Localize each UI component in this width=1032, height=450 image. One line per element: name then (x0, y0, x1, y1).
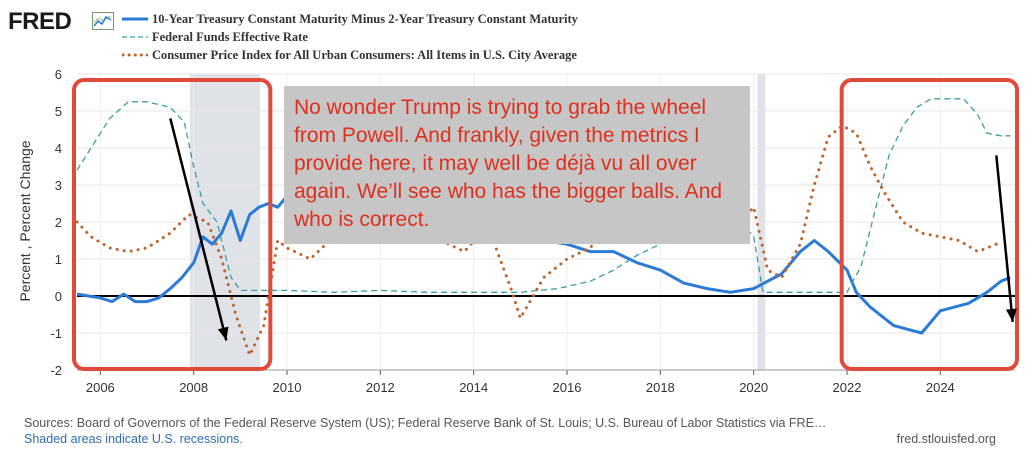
highlight-box (839, 78, 1020, 371)
x-tick-label: 2006 (86, 380, 115, 395)
arrow-shaft (995, 155, 1014, 323)
arrow-shaft (169, 118, 228, 341)
x-tick-label: 2014 (459, 380, 488, 395)
arrow-head (1005, 308, 1017, 322)
x-tick-label: 2022 (833, 380, 862, 395)
legend-label: Federal Funds Effective Rate (152, 30, 308, 44)
y-tick-label: 3 (55, 178, 62, 193)
x-tick-label: 2020 (739, 380, 768, 395)
legend-swatch-solid (122, 17, 148, 21)
chart-legend: 10-Year Treasury Constant Maturity Minus… (122, 10, 578, 64)
line-chart-icon (92, 12, 114, 30)
y-tick-label: 5 (55, 104, 62, 119)
annotation-textbox: No wonder Trump is trying to grab the wh… (284, 86, 750, 244)
highlight-box (72, 78, 273, 371)
fred-logo: FRED (8, 8, 72, 35)
sources-note: Sources: Board of Governors of the Feder… (24, 416, 827, 430)
arrow-head (217, 326, 229, 341)
y-tick-label: 4 (55, 141, 62, 156)
series-cpi (75, 124, 998, 360)
x-tick-label: 2016 (553, 380, 582, 395)
x-tick-label: 2008 (179, 380, 208, 395)
y-tick-label: 6 (55, 67, 62, 82)
legend-label: 10-Year Treasury Constant Maturity Minus… (152, 12, 578, 26)
legend-swatch-dotted (122, 53, 148, 57)
source-url[interactable]: fred.stlouisfed.org (896, 432, 996, 446)
x-tick-label: 2024 (926, 380, 955, 395)
x-tick-label: 2010 (273, 380, 302, 395)
legend-item-cpi[interactable]: Consumer Price Index for All Urban Consu… (122, 46, 578, 64)
y-tick-label: 0 (55, 289, 62, 304)
recession-note[interactable]: Shaded areas indicate U.S. recessions. (24, 432, 243, 446)
x-tick-label: 2012 (366, 380, 395, 395)
y-tick-label: 1 (55, 252, 62, 267)
x-tick-label: 2018 (646, 380, 675, 395)
legend-item-spread[interactable]: 10-Year Treasury Constant Maturity Minus… (122, 10, 578, 28)
y-axis-label: Percent , Percent Change (17, 140, 33, 301)
y-tick-label: 2 (55, 215, 62, 230)
legend-swatch-dashed (122, 36, 148, 38)
legend-label: Consumer Price Index for All Urban Consu… (152, 48, 577, 62)
y-tick-label: -1 (50, 326, 62, 341)
legend-item-fedfunds[interactable]: Federal Funds Effective Rate (122, 28, 578, 46)
series-fed-funds-rate (76, 98, 1011, 293)
y-tick-label: -2 (50, 363, 62, 378)
